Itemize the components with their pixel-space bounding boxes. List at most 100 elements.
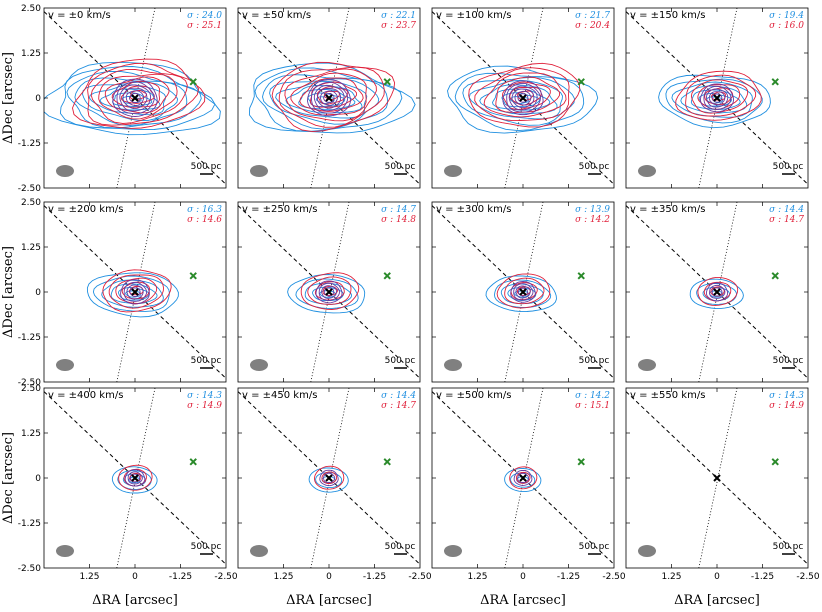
overlap-contour <box>321 285 337 299</box>
y-tick-label: -2.50 <box>18 564 42 574</box>
green-cross-marker <box>189 272 197 280</box>
nucleus-marker <box>131 474 139 482</box>
beam-ellipse <box>638 545 656 557</box>
beam-ellipse <box>56 545 74 557</box>
red-contour <box>321 471 338 484</box>
overlap-contour <box>323 472 336 484</box>
y-axis-label: ΔDec [arcsec] <box>1 246 16 338</box>
nucleus-marker <box>325 288 333 296</box>
blue-contour <box>125 290 142 298</box>
sigma-blue-label: σ : 14.3 <box>187 391 222 401</box>
red-contour <box>690 79 749 114</box>
red-contour <box>72 58 206 129</box>
sigma-red-label: σ : 14.2 <box>575 215 610 225</box>
red-contour <box>474 67 570 122</box>
x-tick-label: 0 <box>132 572 138 582</box>
sigma-red-label: σ : 14.6 <box>187 215 222 225</box>
red-contour <box>118 464 153 491</box>
scale-bar-label: 500 pc <box>773 356 804 366</box>
x-axis-label: ΔRA [arcsec] <box>286 593 372 608</box>
x-tick-label: -2.50 <box>408 572 432 582</box>
nucleus-marker <box>131 288 139 296</box>
green-cross-marker <box>383 272 391 280</box>
scale-bar-label: 500 pc <box>191 356 222 366</box>
sigma-blue-label: σ : 22.1 <box>381 11 416 21</box>
blue-contour <box>447 65 599 134</box>
red-contour <box>98 73 178 120</box>
red-contour <box>496 273 551 309</box>
overlap-contour <box>703 85 732 110</box>
overlap-contour <box>129 92 141 103</box>
minor-axis-line <box>698 388 738 568</box>
scale-bar-label: 500 pc <box>191 542 222 552</box>
sigma-blue-label: σ : 21.7 <box>575 11 610 21</box>
green-cross-marker <box>771 78 779 86</box>
y-tick-label: 2.50 <box>21 384 41 394</box>
scale-bar-label: 500 pc <box>773 162 804 172</box>
scale-bar-label: 500 pc <box>773 542 804 552</box>
blue-contour <box>479 84 558 115</box>
y-axis-label: ΔDec [arcsec] <box>1 52 16 144</box>
panels-layer: 2.501.250-1.25-2.50v = ±0 km/s σ : 24.0σ … <box>18 4 820 582</box>
green-cross-marker <box>383 458 391 466</box>
x-tick-label: 1.25 <box>661 572 681 582</box>
scale-bar-label: 500 pc <box>579 162 610 172</box>
red-contour <box>90 68 188 124</box>
panel: 2.50 1.25 0 -1.25 -2.50 v = ±200 km/s σ : 16.3… <box>18 198 227 388</box>
sigma-blue-label: σ : 14.2 <box>575 391 610 401</box>
overlap-contour <box>515 285 531 299</box>
velocity-label: v = ±100 km/s <box>436 10 511 21</box>
overlap-contour <box>709 284 726 299</box>
y-tick-label: -1.25 <box>18 139 41 149</box>
y-tick-label: -2.50 <box>18 378 42 388</box>
red-contour <box>300 272 360 310</box>
red-contour <box>278 66 385 128</box>
red-contour <box>111 80 161 108</box>
panel: v = ±300 km/s σ : 13.9σ : 14.2 500 pc <box>431 201 615 383</box>
red-contour <box>102 269 172 313</box>
red-contour <box>307 276 352 305</box>
red-contour <box>483 72 567 118</box>
sigma-red-label: σ : 14.9 <box>187 401 222 411</box>
minor-axis-line <box>698 202 738 382</box>
beam-ellipse <box>444 545 462 557</box>
overlap-contour <box>307 79 351 117</box>
overlap-contour <box>517 472 530 483</box>
y-tick-label: 0 <box>35 94 41 104</box>
sigma-red-label: σ : 20.4 <box>575 21 610 31</box>
red-contour <box>697 84 741 110</box>
red-contour <box>697 276 739 306</box>
red-contour <box>710 286 725 297</box>
sigma-red-label: σ : 16.0 <box>769 21 804 31</box>
blue-contour <box>121 95 142 104</box>
panel: 2.50 1.25 0 -1.25 -2.50 v = ±0 km/s σ : 24.0σ … <box>18 4 227 194</box>
overlap-contour <box>511 88 535 109</box>
overlap-contour <box>506 82 541 113</box>
overlap-contour <box>513 469 533 486</box>
minor-axis-line <box>310 8 350 188</box>
overlap-contour <box>517 93 529 103</box>
x-tick-label: -1.25 <box>751 572 774 582</box>
y-tick-label: -1.25 <box>18 333 41 343</box>
green-cross-marker <box>577 78 585 86</box>
y-tick-label: 1.25 <box>21 429 41 439</box>
panel: v = ±100 km/s σ : 21.7σ : 20.4 500 pc <box>431 7 615 189</box>
blue-contour <box>454 72 585 132</box>
overlap-contour <box>514 90 532 106</box>
panel: v = ±150 km/s σ : 19.4σ : 16.0 500 pc <box>625 7 809 189</box>
x-tick-label: 0 <box>714 572 720 582</box>
green-cross-marker <box>383 78 391 86</box>
scale-bar-label: 500 pc <box>385 356 416 366</box>
minor-axis-line <box>116 388 156 568</box>
minor-axis-line <box>310 388 350 568</box>
blue-contour <box>112 92 153 107</box>
blue-contour <box>500 283 544 305</box>
x-axis-label: ΔRA [arcsec] <box>480 593 566 608</box>
panel: v = ±350 km/s σ : 14.4σ : 14.7 500 pc <box>625 201 809 383</box>
overlap-contour <box>313 84 345 112</box>
sigma-red-label: σ : 25.1 <box>187 21 222 31</box>
red-contour <box>104 76 170 114</box>
velocity-label: v = ±250 km/s <box>242 204 317 215</box>
blue-contour <box>86 272 179 318</box>
red-contour <box>87 62 200 126</box>
